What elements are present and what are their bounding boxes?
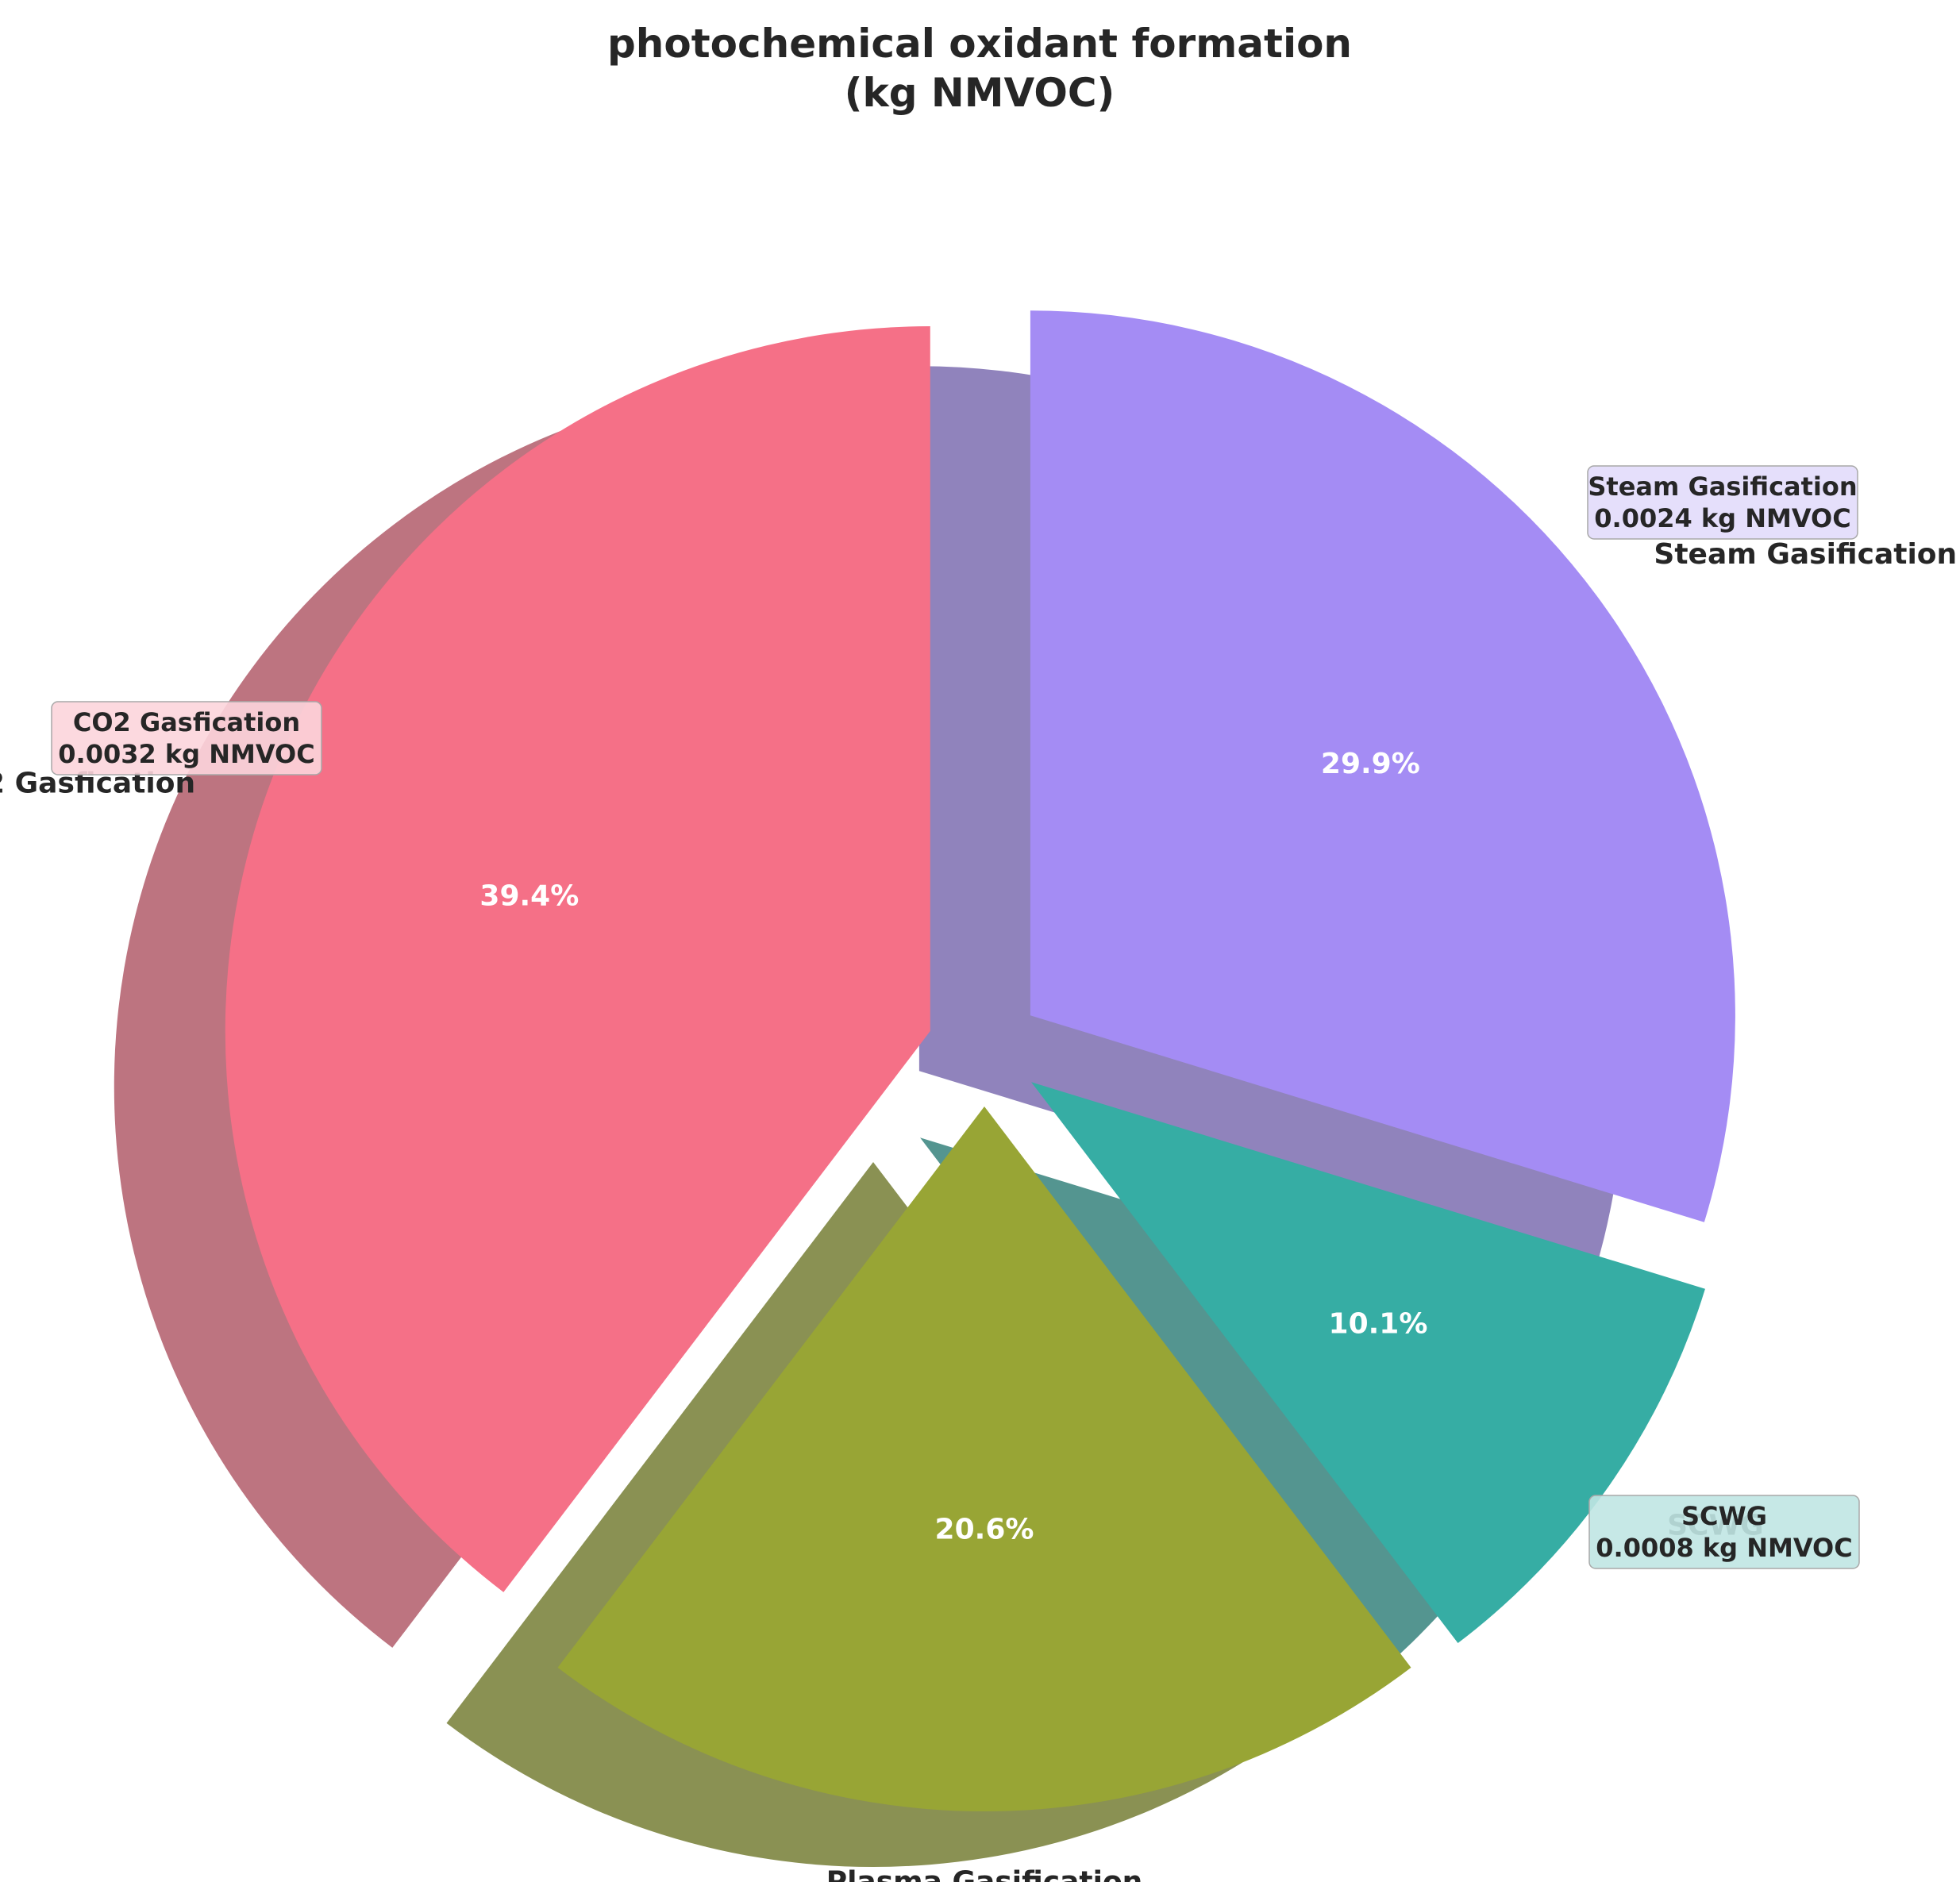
annotation-value: 0.0008 kg NMVOC	[1596, 1533, 1852, 1563]
percent-label: 10.1%	[1329, 1308, 1428, 1341]
pie-slice-3	[1030, 310, 1735, 1222]
annotation-value: 0.0032 kg NMVOC	[58, 739, 314, 769]
annotation-box-bg	[51, 701, 322, 776]
annotation-category: CO2 Gasfication	[73, 707, 300, 737]
category-label: Steam Gasification	[1654, 538, 1957, 571]
pie-slice-1	[557, 1106, 1411, 1811]
annotation-category: Steam Gasification	[1588, 471, 1857, 502]
chart-title: photochemical oxidant formation (kg NMVOC…	[607, 21, 1352, 116]
percent-label: 20.6%	[935, 1513, 1034, 1545]
annotation-value: 0.0024 kg NMVOC	[1594, 503, 1850, 533]
category-label: Plasma Gasification	[826, 1865, 1143, 1882]
pie-slices	[225, 310, 1735, 1811]
annotation-box-bg	[1587, 465, 1858, 540]
percent-label: 29.9%	[1321, 748, 1420, 780]
annotation-category: SCWG	[1681, 1501, 1767, 1531]
percent-label: 39.4%	[479, 879, 579, 912]
pie-slice-2	[1031, 1082, 1705, 1644]
pie-labels: 39.4% 20.6% 10.1% 29.9% CO2 Gasfication Plasm…	[0, 465, 1957, 1882]
pie-slice-0	[225, 326, 930, 1592]
annotation-box-bg	[1588, 1495, 1860, 1569]
